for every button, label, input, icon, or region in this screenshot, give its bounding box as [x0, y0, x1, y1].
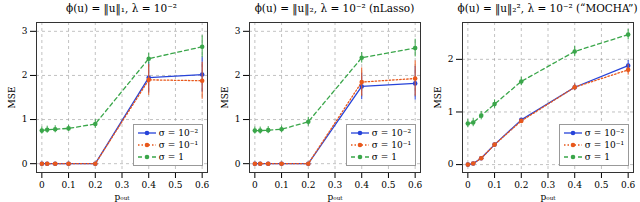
svg-text:0.2: 0.2: [88, 180, 102, 190]
svg-text:0.3: 0.3: [115, 180, 130, 190]
svg-text:0.2: 0.2: [301, 180, 315, 190]
svg-text:2: 2: [448, 54, 454, 64]
svg-text:0.5: 0.5: [381, 180, 396, 190]
svg-text:MSE: MSE: [433, 87, 443, 109]
svg-text:0: 0: [39, 180, 45, 190]
svg-text:0.4: 0.4: [142, 180, 157, 190]
svg-text:0.2: 0.2: [514, 180, 528, 190]
svg-text:0.3: 0.3: [541, 180, 556, 190]
svg-text:0.4: 0.4: [568, 180, 583, 190]
svg-text:pₒᵤₜ: pₒᵤₜ: [327, 192, 343, 202]
svg-text:0.1: 0.1: [487, 180, 501, 190]
html-text:σ = 10⁻¹: σ = 10⁻¹: [584, 140, 624, 150]
html-text:ϕ(u) = ‖u‖₂, λ = 10⁻² (nLasso): ϕ(u) = ‖u‖₂, λ = 10⁻² (nLasso): [254, 2, 415, 14]
svg-text:0.4: 0.4: [355, 180, 370, 190]
svg-text:0.3: 0.3: [328, 180, 343, 190]
svg-text:0: 0: [252, 180, 258, 190]
html-text:σ = 10⁻²: σ = 10⁻²: [158, 128, 198, 138]
svg-text:pₒᵤₜ: pₒᵤₜ: [540, 192, 556, 202]
svg-text:1: 1: [448, 107, 454, 117]
html-text:σ = 10⁻²: σ = 10⁻²: [371, 128, 411, 138]
svg-text:0: 0: [465, 180, 471, 190]
html-text:ϕ(u) = ‖u‖₂², λ = 10⁻² (“MOCHA: ϕ(u) = ‖u‖₂², λ = 10⁻² (“MOCHA”): [457, 2, 638, 14]
html-text:σ = 10⁻¹: σ = 10⁻¹: [158, 140, 198, 150]
svg-text:0.6: 0.6: [621, 180, 636, 190]
svg-text:0: 0: [235, 159, 241, 169]
html-text:σ = 1: σ = 1: [371, 152, 397, 162]
svg-text:0.5: 0.5: [594, 180, 609, 190]
svg-text:0.6: 0.6: [195, 180, 210, 190]
html-text:σ = 10⁻¹: σ = 10⁻¹: [371, 140, 411, 150]
svg-text:0.6: 0.6: [408, 180, 423, 190]
svg-text:MSE: MSE: [220, 87, 230, 109]
html-text:σ = 10⁻²: σ = 10⁻²: [584, 128, 624, 138]
svg-text:3: 3: [22, 26, 28, 36]
svg-text:MSE: MSE: [7, 87, 17, 109]
svg-text:3: 3: [235, 26, 241, 36]
svg-text:2: 2: [22, 70, 28, 80]
svg-text:1: 1: [235, 114, 241, 124]
svg-text:0: 0: [22, 159, 28, 169]
svg-text:0.1: 0.1: [274, 180, 288, 190]
svg-text:0.5: 0.5: [168, 180, 183, 190]
svg-text:1: 1: [22, 114, 28, 124]
html-text:ϕ(u) = ‖u‖₁, λ = 10⁻²: ϕ(u) = ‖u‖₁, λ = 10⁻²: [66, 2, 177, 14]
svg-text:2: 2: [235, 70, 241, 80]
html-text:σ = 1: σ = 1: [584, 152, 610, 162]
svg-text:0: 0: [448, 159, 454, 169]
svg-text:0.1: 0.1: [61, 180, 75, 190]
svg-text:pₒᵤₜ: pₒᵤₜ: [114, 192, 130, 202]
html-text:σ = 1: σ = 1: [158, 152, 184, 162]
